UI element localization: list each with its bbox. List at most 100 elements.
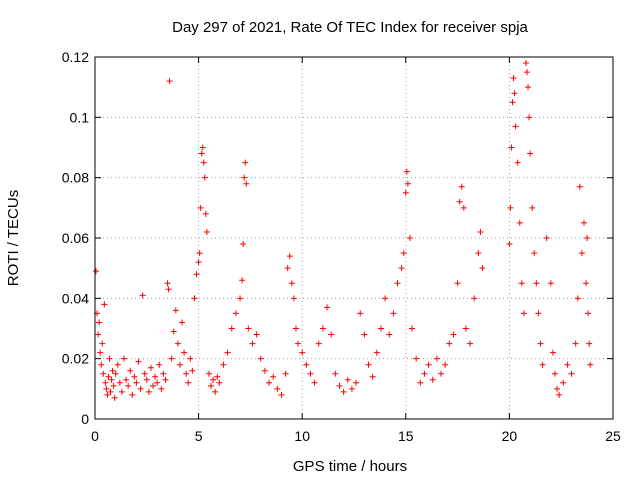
data-point: [406, 235, 413, 241]
data-point: [295, 340, 302, 347]
data-point: [462, 325, 469, 332]
data-point: [460, 204, 467, 211]
data-point: [574, 295, 581, 302]
data-point: [315, 340, 322, 347]
data-point: [446, 340, 453, 347]
data-point: [158, 385, 165, 392]
data-point: [403, 168, 410, 175]
chart-title: Day 297 of 2021, Rate Of TEC Index for r…: [172, 19, 528, 36]
data-point: [369, 373, 376, 380]
data-point: [101, 301, 108, 308]
data-point: [365, 361, 372, 368]
data-point: [479, 265, 486, 272]
x-axis-label: GPS time / hours: [293, 458, 407, 475]
data-point: [164, 280, 171, 287]
data-point: [174, 340, 181, 347]
data-point: [578, 250, 585, 257]
data-point: [524, 69, 531, 76]
data-point: [332, 370, 339, 377]
data-point: [241, 174, 248, 181]
grid: [95, 57, 613, 419]
data-point: [307, 370, 314, 377]
data-point: [400, 250, 407, 257]
data-point: [106, 355, 113, 362]
data-point: [208, 382, 215, 389]
data-point: [205, 370, 212, 377]
data-point: [270, 373, 277, 380]
data-point: [242, 159, 249, 166]
axis-ticks: [94, 56, 614, 420]
data-point: [176, 361, 183, 368]
data-point: [197, 204, 204, 211]
data-point: [511, 90, 518, 97]
data-point: [185, 379, 192, 386]
data-point: [261, 367, 268, 374]
data-point: [95, 331, 102, 338]
data-point: [112, 370, 119, 377]
data-point: [336, 382, 343, 389]
data-point: [243, 180, 250, 187]
data-point: [131, 373, 138, 380]
data-point: [429, 376, 436, 383]
data-point: [533, 280, 540, 287]
data-point: [93, 268, 100, 275]
data-point: [224, 349, 231, 356]
data-point: [409, 325, 416, 332]
data-point: [529, 204, 536, 211]
data-point: [166, 78, 173, 85]
x-tick-label: 10: [294, 428, 310, 444]
y-tick-label: 0.06: [62, 230, 89, 246]
data-point: [398, 265, 405, 272]
data-point: [433, 355, 440, 362]
data-point: [438, 370, 445, 377]
data-point: [527, 150, 534, 157]
data-point: [212, 388, 219, 395]
data-point: [240, 241, 247, 248]
data-point: [547, 280, 554, 287]
data-point: [170, 328, 177, 335]
data-point: [111, 394, 118, 401]
data-point: [286, 253, 293, 260]
data-point: [253, 331, 260, 338]
data-point: [266, 379, 273, 386]
data-point: [141, 370, 148, 377]
data-point: [522, 60, 529, 67]
data-point: [361, 331, 368, 338]
data-point: [284, 265, 291, 272]
data-point: [237, 295, 244, 302]
data-point: [390, 310, 397, 317]
data-point: [584, 235, 591, 241]
data-point: [114, 361, 121, 368]
y-axis-label: ROTI / TECUs: [5, 190, 22, 286]
data-point: [516, 219, 523, 226]
data-point: [549, 349, 556, 356]
data-point: [137, 385, 144, 392]
data-point: [156, 361, 163, 368]
data-point: [508, 144, 515, 151]
data-point: [232, 310, 239, 317]
data-point: [585, 310, 592, 317]
data-point: [179, 319, 186, 326]
data-point: [162, 376, 169, 383]
data-point: [125, 382, 132, 389]
data-point: [181, 349, 188, 356]
data-point: [328, 331, 335, 338]
data-point: [98, 361, 105, 368]
x-tick-label: 25: [605, 428, 621, 444]
data-point: [299, 349, 306, 356]
data-point: [110, 382, 117, 389]
data-point: [116, 379, 123, 386]
data-point: [417, 379, 424, 386]
x-tick-label: 20: [502, 428, 518, 444]
data-point: [377, 325, 384, 332]
data-point: [282, 370, 289, 377]
data-point: [303, 361, 310, 368]
data-point: [586, 340, 593, 347]
data-point: [514, 159, 521, 166]
data-point: [471, 295, 478, 302]
data-point: [551, 370, 558, 377]
data-point: [467, 340, 474, 347]
data-point: [100, 370, 107, 377]
data-point: [353, 379, 360, 386]
